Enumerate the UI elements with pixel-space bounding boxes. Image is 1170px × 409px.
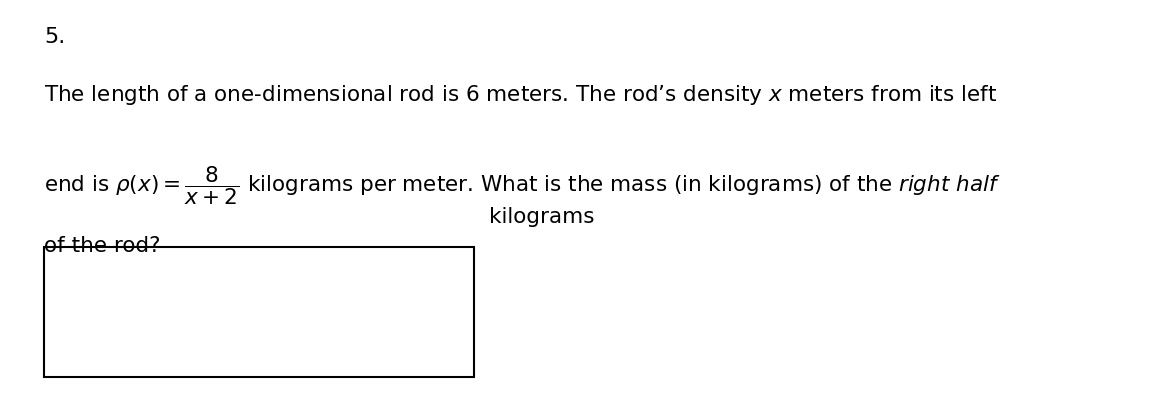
Text: of the rod?: of the rod? — [44, 235, 161, 255]
Text: end is $\rho(x) = \dfrac{8}{x+2}$ kilograms per meter. What is the mass (in kilo: end is $\rho(x) = \dfrac{8}{x+2}$ kilogr… — [44, 164, 1002, 206]
Text: 5.: 5. — [44, 27, 66, 47]
Text: The length of a one-dimensional rod is 6 meters. The rod’s density $x$ meters fr: The length of a one-dimensional rod is 6… — [44, 82, 998, 107]
Text: kilograms: kilograms — [489, 207, 594, 227]
